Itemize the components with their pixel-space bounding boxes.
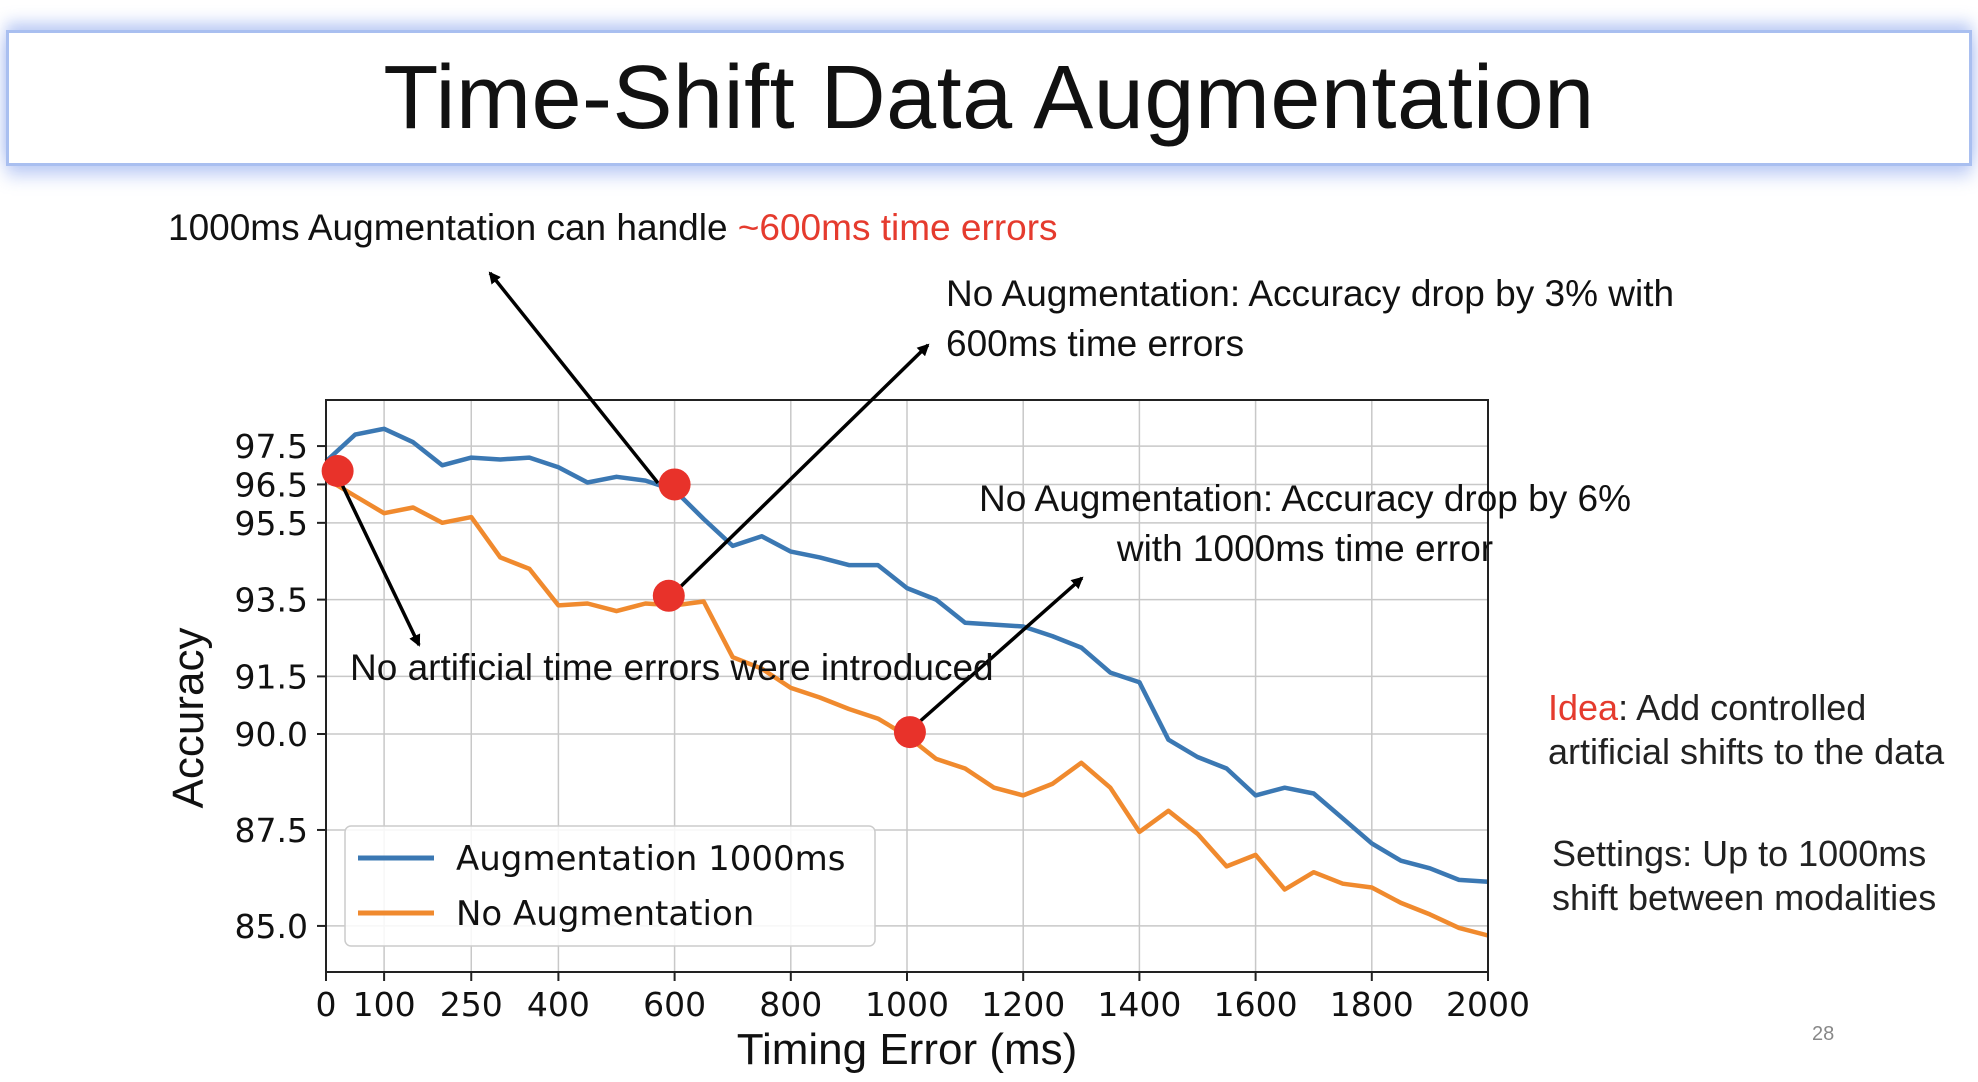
- legend-label-no-augmentation: No Augmentation: [456, 894, 754, 934]
- settings-note: Settings: Up to 1000ms shift between mod…: [1552, 832, 1936, 920]
- idea-note: Idea: Add controlled artificial shifts t…: [1548, 686, 1944, 774]
- y-tick-label: 91.5: [235, 657, 308, 696]
- highlight-marker: [658, 468, 691, 501]
- annotation-drop-3pct-line2: 600ms time errors: [946, 323, 1244, 364]
- x-tick-label: 1800: [1330, 985, 1414, 1024]
- x-tick-label: 1000: [865, 985, 949, 1024]
- idea-line2: artificial shifts to the data: [1548, 731, 1945, 772]
- highlight-marker: [321, 455, 354, 488]
- highlight-marker: [652, 579, 685, 612]
- y-tick-label: 87.5: [235, 811, 308, 850]
- y-tick-label: 90.0: [235, 715, 308, 754]
- y-tick-label: 95.5: [235, 504, 308, 543]
- x-tick-label: 1200: [981, 985, 1065, 1024]
- x-tick-label: 100: [353, 985, 416, 1024]
- series-line-augmentation: [324, 426, 1489, 885]
- arrow-to-drop-6pct: [907, 576, 1084, 733]
- idea-line1-rest: : Add controlled: [1618, 687, 1867, 728]
- x-tick-label: 2000: [1446, 985, 1530, 1024]
- arrow-to-no-errors: [334, 471, 421, 647]
- title-bar: Time-Shift Data Augmentation: [6, 30, 1972, 166]
- x-tick-label: 600: [643, 985, 706, 1024]
- x-tick-label: 1600: [1214, 985, 1298, 1024]
- x-axis-label: Timing Error (ms): [737, 1025, 1078, 1074]
- annotation-600ms-highlight: ~600ms time errors: [738, 207, 1058, 248]
- page-number: 28: [1812, 1023, 1835, 1045]
- legend-box: [344, 825, 876, 947]
- x-tick-label: 800: [759, 985, 822, 1024]
- annotation-no-errors: No artificial time errors were introduce…: [350, 647, 994, 688]
- legend: Augmentation 1000ms No Augmentation: [344, 825, 876, 947]
- y-tick-label: 96.5: [235, 465, 308, 504]
- annotation-drop-3pct-line1: No Augmentation: Accuracy drop by 3% wit…: [946, 273, 1674, 314]
- annotation-600ms-handling: 1000ms Augmentation can handle ~600ms ti…: [168, 207, 1058, 248]
- x-tick-label: 400: [527, 985, 590, 1024]
- y-tick-label: 93.5: [235, 581, 308, 620]
- y-axis-ticks: 85.0 87.5 90.0 91.5 93.5 95.596.597.5: [235, 427, 326, 946]
- y-axis-label: Accuracy: [164, 628, 213, 809]
- highlight-markers: [321, 455, 926, 749]
- slide-title: Time-Shift Data Augmentation: [383, 48, 1595, 148]
- annotation-arrows: [334, 271, 1084, 733]
- settings-line1: Settings: Up to 1000ms: [1552, 833, 1927, 874]
- x-axis-ticks: 0 100 250 400 600 800 1000 1200 1400 1600 1800 2000: [316, 972, 1530, 1024]
- idea-label: Idea: [1548, 687, 1619, 728]
- y-tick-label: 97.5: [235, 427, 308, 466]
- settings-line2: shift between modalities: [1552, 877, 1937, 918]
- annotation-drop-6pct-line2: with 1000ms time error: [1116, 528, 1493, 569]
- x-tick-label: 1400: [1097, 985, 1181, 1024]
- x-tick-label: 0: [316, 985, 337, 1024]
- arrow-to-drop-3pct: [670, 343, 930, 597]
- arrow-to-600ms-handling: [488, 271, 660, 485]
- annotation-drop-6pct-line1: No Augmentation: Accuracy drop by 6%: [979, 478, 1631, 519]
- x-tick-label: 250: [440, 985, 503, 1024]
- y-tick-label: 85.0: [235, 907, 308, 946]
- annotation-600ms-prefix: 1000ms Augmentation can handle: [168, 207, 738, 248]
- legend-label-augmentation: Augmentation 1000ms: [456, 839, 845, 879]
- highlight-marker: [893, 716, 926, 749]
